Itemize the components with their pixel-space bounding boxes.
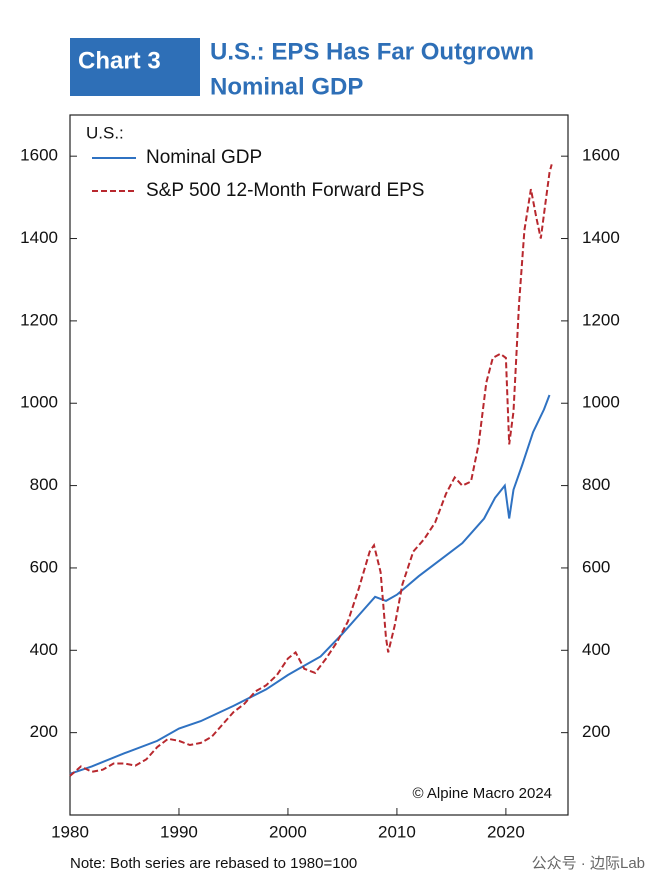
x-tick-label: 1980 [51, 822, 89, 841]
watermark: 公众号 · 边际Lab [532, 855, 645, 872]
legend-label: S&P 500 12-Month Forward EPS [146, 180, 424, 201]
label-box [70, 38, 200, 96]
y-tick-label: 200 [30, 722, 58, 741]
series-line [69, 394, 551, 775]
legend-title: U.S.: [86, 123, 124, 142]
annotation: © Alpine Macro 2024 [413, 785, 552, 802]
chart-title: Nominal GDP [210, 73, 363, 100]
x-tick-label: 2000 [269, 822, 307, 841]
x-tick-label: 2010 [378, 822, 416, 841]
y2-tick-label: 200 [582, 722, 610, 741]
chart-title: U.S.: EPS Has Far Outgrown [210, 38, 534, 65]
y2-tick-label: 600 [582, 557, 610, 576]
x-tick-label: 1990 [160, 822, 198, 841]
plot-frame [69, 114, 569, 816]
y2-tick-label: 1200 [582, 310, 620, 329]
y-tick-label: 400 [30, 640, 58, 659]
y2-tick-label: 400 [582, 640, 610, 659]
y-tick-label: 1000 [20, 393, 58, 412]
y2-tick-label: 1600 [582, 146, 620, 165]
y2-tick-label: 1400 [582, 228, 620, 247]
note: Note: Both series are rebased to 1980=10… [70, 855, 357, 872]
y2-tick-label: 800 [582, 475, 610, 494]
chart-label: Chart 3 [78, 47, 161, 74]
series-line [69, 164, 553, 777]
y-tick-label: 1400 [20, 228, 58, 247]
y-tick-label: 600 [30, 557, 58, 576]
legend-label: Nominal GDP [146, 147, 262, 168]
y-tick-label: 1200 [20, 310, 58, 329]
y2-tick-label: 1000 [582, 393, 620, 412]
y-tick-label: 1600 [20, 146, 58, 165]
x-tick-label: 2020 [487, 822, 525, 841]
y-tick-label: 800 [30, 475, 58, 494]
